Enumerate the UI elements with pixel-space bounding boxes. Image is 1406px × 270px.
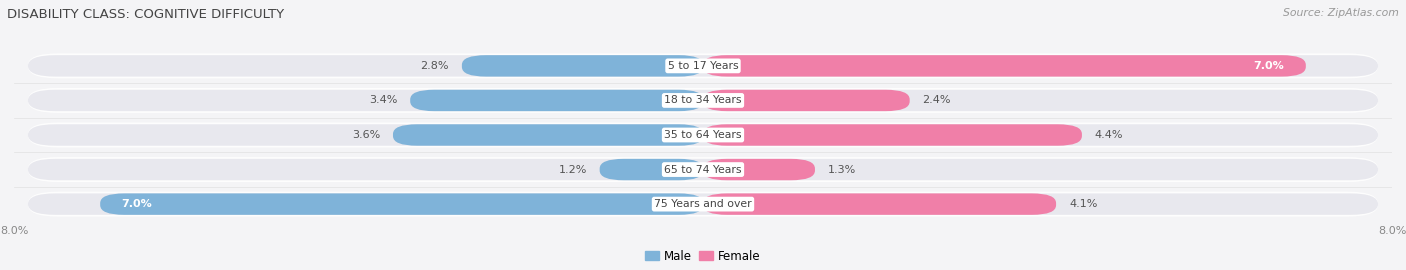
Text: Source: ZipAtlas.com: Source: ZipAtlas.com xyxy=(1284,8,1399,18)
Text: DISABILITY CLASS: COGNITIVE DIFFICULTY: DISABILITY CLASS: COGNITIVE DIFFICULTY xyxy=(7,8,284,21)
FancyBboxPatch shape xyxy=(703,193,1056,215)
FancyBboxPatch shape xyxy=(28,88,1378,113)
Text: 18 to 34 Years: 18 to 34 Years xyxy=(664,95,742,106)
FancyBboxPatch shape xyxy=(28,55,1378,77)
FancyBboxPatch shape xyxy=(703,159,815,180)
Text: 3.6%: 3.6% xyxy=(352,130,380,140)
FancyBboxPatch shape xyxy=(28,90,1378,111)
Text: 75 Years and over: 75 Years and over xyxy=(654,199,752,209)
Text: 1.2%: 1.2% xyxy=(558,164,586,175)
FancyBboxPatch shape xyxy=(28,124,1378,146)
Text: 7.0%: 7.0% xyxy=(122,199,152,209)
Text: 7.0%: 7.0% xyxy=(1254,61,1284,71)
Text: 4.4%: 4.4% xyxy=(1095,130,1123,140)
FancyBboxPatch shape xyxy=(28,53,1378,78)
Text: 4.1%: 4.1% xyxy=(1069,199,1097,209)
FancyBboxPatch shape xyxy=(392,124,703,146)
Text: 5 to 17 Years: 5 to 17 Years xyxy=(668,61,738,71)
Text: 2.4%: 2.4% xyxy=(922,95,950,106)
FancyBboxPatch shape xyxy=(28,192,1378,217)
Text: 2.8%: 2.8% xyxy=(420,61,449,71)
FancyBboxPatch shape xyxy=(28,123,1378,147)
FancyBboxPatch shape xyxy=(703,55,1306,77)
FancyBboxPatch shape xyxy=(28,193,1378,215)
FancyBboxPatch shape xyxy=(100,193,703,215)
Text: 3.4%: 3.4% xyxy=(368,95,398,106)
FancyBboxPatch shape xyxy=(411,90,703,111)
FancyBboxPatch shape xyxy=(28,159,1378,180)
Text: 65 to 74 Years: 65 to 74 Years xyxy=(664,164,742,175)
FancyBboxPatch shape xyxy=(599,159,703,180)
Text: 1.3%: 1.3% xyxy=(828,164,856,175)
FancyBboxPatch shape xyxy=(28,157,1378,182)
FancyBboxPatch shape xyxy=(703,124,1083,146)
FancyBboxPatch shape xyxy=(703,90,910,111)
FancyBboxPatch shape xyxy=(461,55,703,77)
Text: 35 to 64 Years: 35 to 64 Years xyxy=(664,130,742,140)
Legend: Male, Female: Male, Female xyxy=(641,245,765,267)
